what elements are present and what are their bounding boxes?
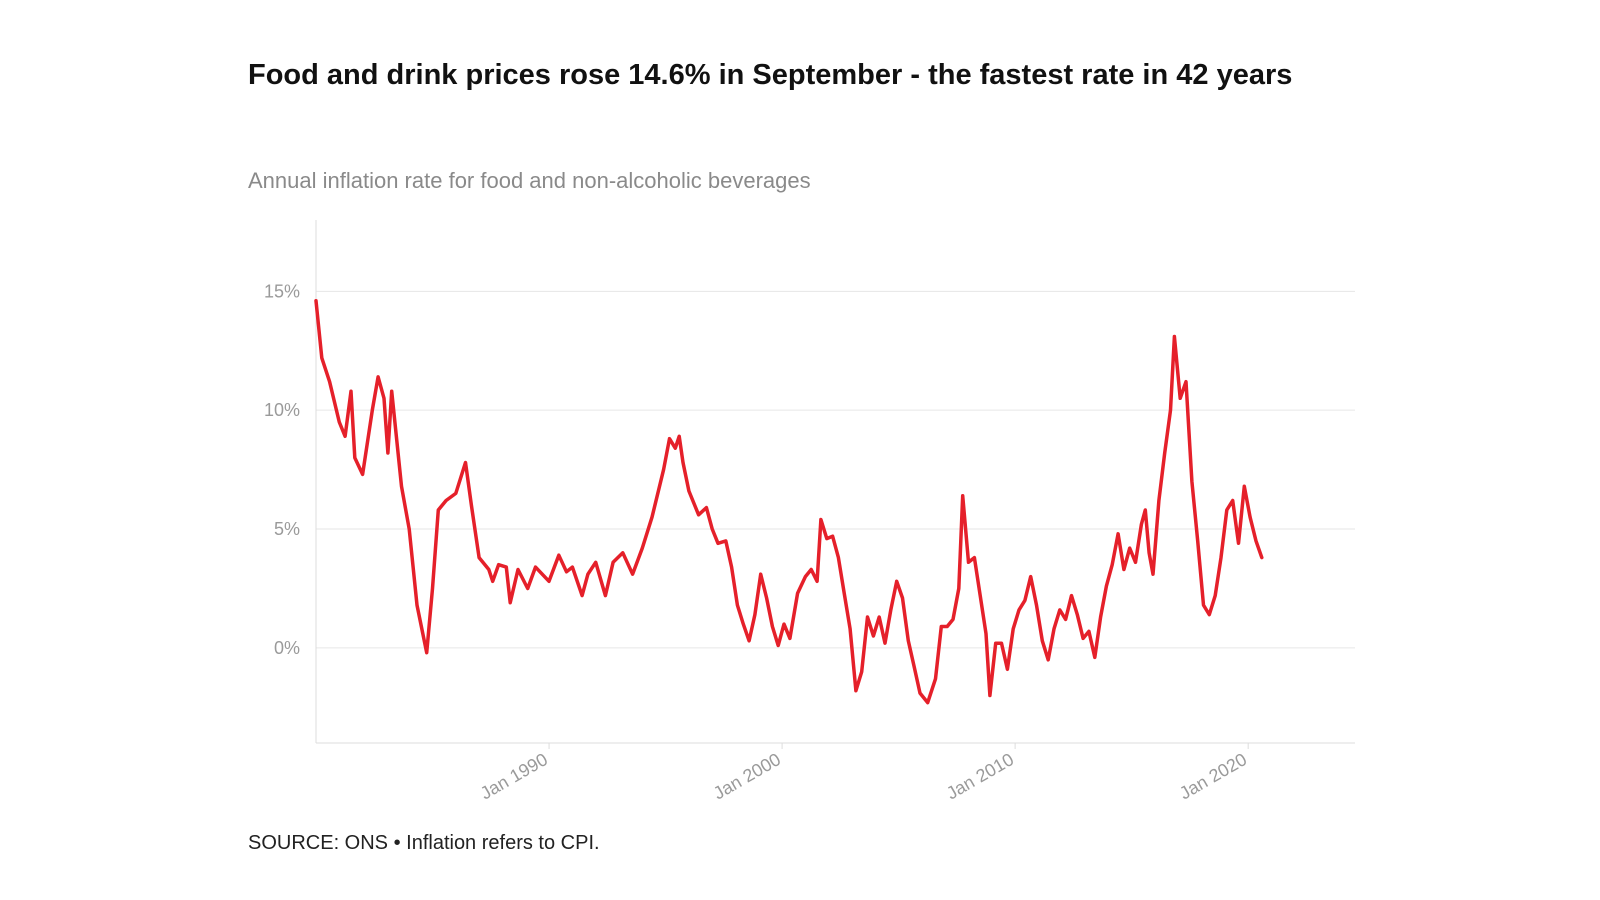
y-gridlines [316, 290, 1355, 649]
x-tick-label: Jan 2020 [1176, 749, 1250, 803]
y-tick-label: 0% [274, 638, 300, 658]
y-tick-label: 10% [264, 400, 300, 420]
y-axis-ticks: 0% 5% 10% 15% [264, 281, 300, 658]
x-axis-ticks: Jan 1990 Jan 2000 Jan 2010 Jan 2020 [477, 743, 1250, 804]
y-tick-label: 15% [264, 281, 300, 301]
x-tick-label: Jan 2000 [710, 749, 784, 803]
chart-subtitle: Annual inflation rate for food and non-a… [248, 168, 811, 193]
chart-title: Food and drink prices rose 14.6% in Sept… [248, 59, 1293, 91]
y-tick-label: 5% [274, 519, 300, 539]
x-tick-label: Jan 1990 [477, 749, 551, 803]
x-tick-label: Jan 2010 [943, 749, 1017, 803]
source-note: SOURCE: ONS • Inflation refers to CPI. [248, 832, 600, 854]
inflation-series-line [314, 299, 1264, 705]
